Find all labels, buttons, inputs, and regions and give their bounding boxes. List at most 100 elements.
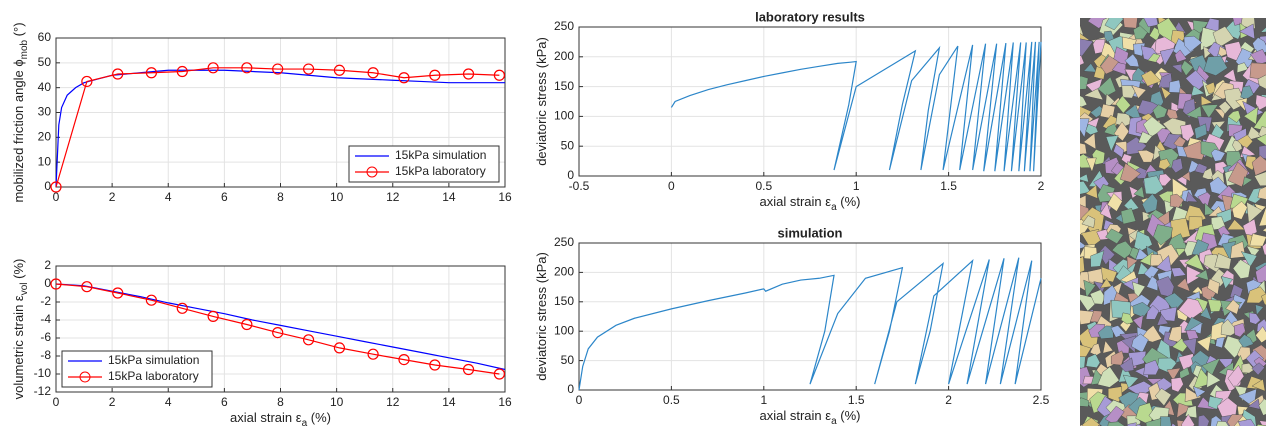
particle	[1227, 110, 1241, 123]
particle	[1179, 367, 1190, 380]
y-tick-label: 250	[554, 19, 574, 33]
particle	[1132, 314, 1144, 330]
label-subscript: a	[831, 416, 837, 427]
particle	[1085, 123, 1099, 136]
particle	[1155, 276, 1175, 298]
x-tick-label: 2	[945, 393, 952, 407]
x-tick-label: 4	[165, 190, 172, 204]
x-tick-label: 12	[386, 395, 400, 409]
chart-title: laboratory results	[755, 9, 865, 24]
particle	[1196, 335, 1212, 352]
data-marker	[241, 318, 253, 331]
plot-frame	[578, 26, 1042, 177]
data-marker	[367, 67, 379, 79]
particle	[1181, 414, 1195, 426]
particle	[1225, 299, 1240, 315]
plot-frame	[55, 265, 506, 393]
particle	[1121, 85, 1136, 99]
data-line	[55, 69, 505, 188]
particle	[1171, 157, 1184, 174]
particle	[1105, 228, 1124, 244]
particle	[1124, 53, 1140, 68]
particle	[1214, 253, 1232, 270]
particle	[1232, 259, 1251, 279]
plot-frame	[55, 37, 506, 188]
particle	[1122, 374, 1139, 389]
particle	[1180, 123, 1195, 142]
label-part: volumetric strain ε	[11, 295, 26, 399]
particle	[1251, 378, 1266, 392]
x-tick-label: 2	[1038, 179, 1045, 193]
particle	[1143, 18, 1159, 28]
label-subscript: a	[302, 418, 308, 429]
particle	[1194, 162, 1208, 175]
particle	[1171, 422, 1177, 426]
particle	[1217, 46, 1232, 59]
label-part: axial strain ε	[230, 410, 302, 425]
particle	[1136, 423, 1143, 426]
particle	[1103, 30, 1115, 42]
particle	[1255, 264, 1266, 284]
y-tick-label: 100	[554, 109, 574, 123]
particle	[1262, 227, 1266, 233]
legend-label: 15kPa simulation	[108, 353, 199, 367]
y-tick-label: 150	[554, 79, 574, 93]
particle	[1256, 134, 1266, 146]
particle	[1176, 402, 1194, 419]
data-marker	[207, 310, 219, 322]
particle	[1143, 116, 1167, 138]
particle	[1192, 385, 1207, 398]
label-part: (%)	[837, 408, 861, 423]
particle	[1258, 207, 1266, 227]
particle	[1113, 143, 1125, 159]
data-marker	[493, 69, 505, 81]
particle	[1203, 46, 1214, 60]
particle	[1218, 101, 1232, 115]
particle	[1111, 240, 1135, 259]
particle	[1258, 144, 1266, 159]
particle	[1237, 418, 1256, 426]
particle	[1181, 171, 1191, 182]
data-marker	[367, 348, 379, 360]
y-tick-label: 100	[554, 323, 574, 337]
particle	[1250, 49, 1266, 65]
particle	[1200, 104, 1219, 119]
data-marker	[176, 65, 188, 78]
particle	[1237, 134, 1253, 150]
particle	[1120, 312, 1134, 325]
particle	[1158, 158, 1171, 170]
particle	[1261, 293, 1266, 306]
particle	[1170, 377, 1184, 393]
particle	[1081, 215, 1096, 228]
legend-box	[61, 350, 213, 388]
label-part: (%)	[837, 194, 861, 209]
particle	[1080, 24, 1084, 36]
label-part: (%)	[11, 259, 26, 283]
particle	[1243, 106, 1259, 125]
particle	[1080, 75, 1089, 90]
data-line	[55, 67, 500, 188]
particle	[1195, 269, 1209, 281]
particle	[1227, 364, 1245, 389]
particle	[1131, 84, 1147, 99]
particle	[1143, 175, 1164, 195]
data-marker	[81, 281, 93, 293]
particle	[1198, 414, 1210, 426]
particle	[1080, 256, 1085, 273]
particle	[1097, 184, 1116, 203]
particle	[1156, 313, 1169, 326]
particle	[1166, 367, 1181, 381]
particle	[1105, 135, 1119, 152]
particle	[1107, 192, 1123, 212]
data-marker	[50, 181, 62, 193]
particle	[1207, 299, 1224, 312]
particle	[1233, 322, 1246, 338]
x-axis-label: axial strain εa (%)	[760, 194, 861, 212]
x-tick-label: 16	[498, 395, 512, 409]
particle	[1083, 279, 1097, 299]
particle	[1242, 176, 1253, 187]
data-marker	[302, 334, 315, 346]
particle	[1147, 53, 1161, 63]
particle	[1119, 357, 1135, 372]
